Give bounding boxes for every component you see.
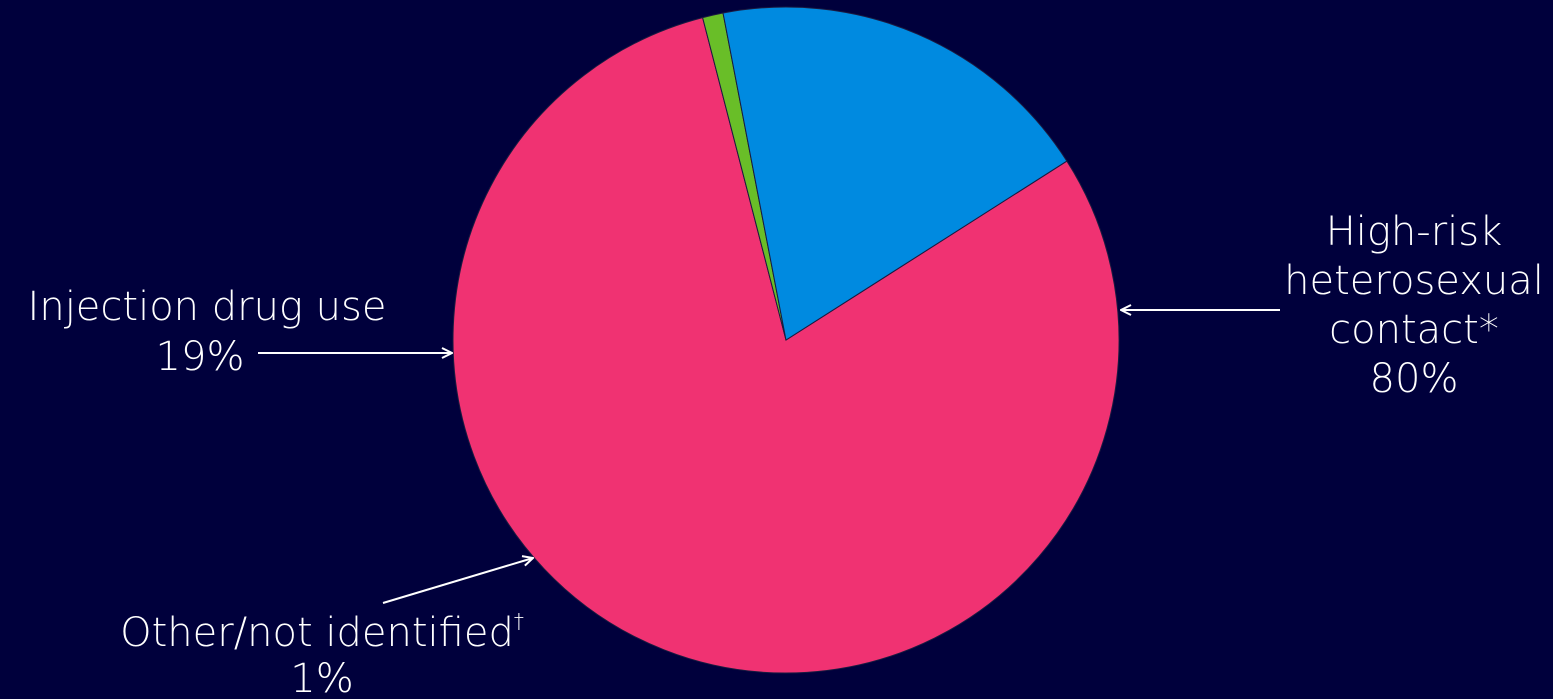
label-injection-value: 19% bbox=[156, 334, 245, 380]
label-other-line-1: Other/not identified† bbox=[120, 609, 524, 656]
label-other-text: Other/not identified bbox=[120, 610, 514, 656]
label-heterosexual-line-3: contact* bbox=[1329, 307, 1499, 353]
label-heterosexual-contact: High-risk heterosexual contact* 80% bbox=[1121, 209, 1544, 402]
label-injection-line-1: Injection drug use bbox=[28, 284, 387, 330]
slice-injection-drug-use bbox=[722, 6, 1068, 341]
slice-heterosexual-contact bbox=[452, 16, 1120, 674]
label-other-dagger: † bbox=[514, 609, 524, 633]
label-heterosexual-value: 80% bbox=[1370, 356, 1459, 402]
label-other-not-identified: Other/not identified† 1% bbox=[120, 558, 533, 699]
label-heterosexual-line-2: heterosexual bbox=[1284, 258, 1544, 304]
arrow-other bbox=[382, 558, 533, 604]
pie-slices bbox=[452, 6, 1120, 674]
label-injection-drug-use: Injection drug use 19% bbox=[28, 284, 452, 380]
label-heterosexual-line-1: High-risk bbox=[1326, 209, 1503, 255]
label-other-value: 1% bbox=[290, 656, 353, 699]
